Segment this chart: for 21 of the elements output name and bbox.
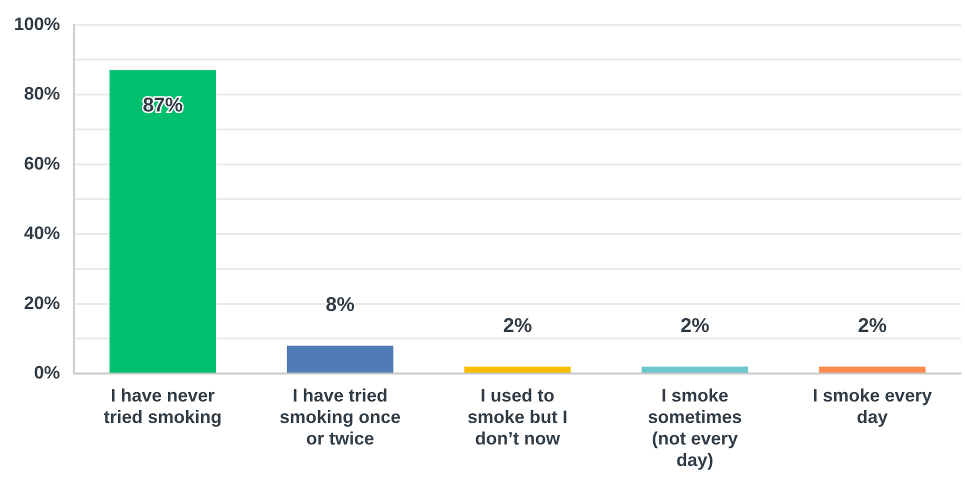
data-label: 2% [680,315,710,338]
data-label: 87% [142,94,183,117]
y-tick-label: 40% [24,223,60,244]
bar [110,70,216,373]
x-tick-label: I used to smoke but I don’t now [468,385,568,449]
bar [464,366,571,373]
bar [286,346,394,373]
x-tick-label: I have never tried smoking [104,385,222,427]
x-tick-label: I have tried smoking once or twice [280,385,401,449]
bar [642,366,748,373]
data-label: 2% [503,315,532,338]
x-tick-label: I smoke sometimes (not every day) [648,385,742,470]
y-tick-label: 0% [34,362,60,383]
data-label: 8% [326,294,355,316]
y-tick-label: 60% [24,153,60,174]
bar [819,366,926,373]
y-tick-label: 20% [24,292,60,313]
x-tick-label: I smoke every day [812,385,932,427]
y-tick-label: 100% [14,14,60,34]
data-label: 2% [858,315,887,338]
y-tick-label: 80% [24,84,60,104]
